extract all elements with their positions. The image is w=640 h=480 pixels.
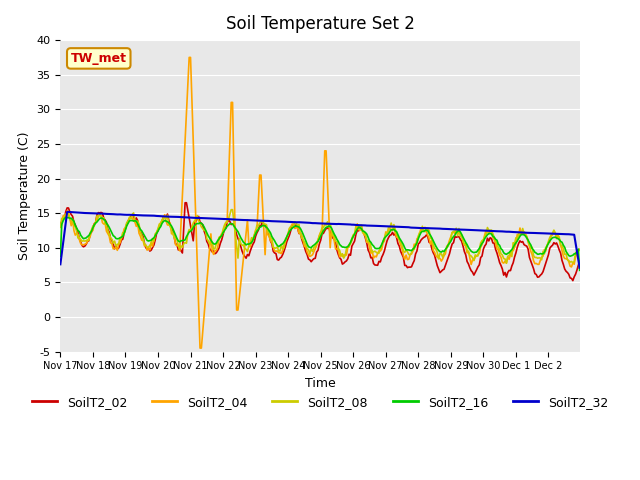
SoilT2_16: [56, 253, 64, 259]
SoilT2_16: [428, 235, 436, 241]
SoilT2_02: [506, 267, 513, 273]
SoilT2_04: [507, 252, 515, 258]
Title: Soil Temperature Set 2: Soil Temperature Set 2: [225, 15, 415, 33]
SoilT2_08: [227, 207, 235, 213]
Legend: SoilT2_02, SoilT2_04, SoilT2_08, SoilT2_16, SoilT2_32: SoilT2_02, SoilT2_04, SoilT2_08, SoilT2_…: [27, 391, 613, 414]
SoilT2_02: [74, 230, 82, 236]
SoilT2_08: [56, 224, 64, 230]
SoilT2_16: [62, 215, 70, 220]
SoilT2_08: [428, 236, 436, 241]
SoilT2_02: [56, 222, 64, 228]
SoilT2_32: [573, 248, 580, 254]
Text: TW_met: TW_met: [71, 52, 127, 65]
SoilT2_16: [576, 267, 584, 273]
SoilT2_02: [181, 200, 189, 205]
SoilT2_04: [576, 246, 584, 252]
SoilT2_16: [506, 250, 513, 255]
SoilT2_02: [569, 278, 577, 284]
SoilT2_16: [573, 249, 580, 254]
SoilT2_08: [576, 247, 584, 253]
SoilT2_02: [90, 221, 98, 227]
SoilT2_08: [575, 248, 582, 254]
SoilT2_32: [428, 226, 436, 231]
SoilT2_08: [502, 260, 510, 266]
SoilT2_04: [196, 345, 204, 351]
SoilT2_02: [325, 225, 333, 230]
SoilT2_04: [74, 231, 82, 237]
SoilT2_04: [429, 248, 437, 253]
Line: SoilT2_16: SoilT2_16: [60, 217, 580, 270]
SoilT2_32: [576, 265, 584, 271]
SoilT2_32: [63, 209, 71, 215]
SoilT2_04: [56, 224, 64, 230]
Line: SoilT2_04: SoilT2_04: [60, 58, 580, 348]
SoilT2_32: [76, 210, 83, 216]
SoilT2_32: [56, 262, 64, 267]
SoilT2_04: [90, 221, 98, 227]
SoilT2_32: [92, 211, 99, 216]
X-axis label: Time: Time: [305, 377, 335, 390]
Y-axis label: Soil Temperature (C): Soil Temperature (C): [18, 132, 31, 260]
SoilT2_16: [76, 229, 83, 235]
SoilT2_02: [576, 258, 584, 264]
SoilT2_32: [506, 229, 513, 235]
SoilT2_08: [507, 249, 515, 254]
SoilT2_08: [90, 223, 98, 229]
SoilT2_04: [326, 245, 334, 251]
Line: SoilT2_08: SoilT2_08: [60, 210, 580, 263]
SoilT2_16: [92, 220, 99, 226]
SoilT2_04: [186, 55, 193, 60]
SoilT2_32: [325, 221, 333, 227]
SoilT2_08: [74, 235, 82, 241]
SoilT2_16: [325, 223, 333, 229]
SoilT2_04: [575, 248, 582, 253]
Line: SoilT2_32: SoilT2_32: [60, 212, 580, 268]
SoilT2_02: [428, 246, 436, 252]
SoilT2_02: [575, 263, 582, 268]
Line: SoilT2_02: SoilT2_02: [60, 203, 580, 281]
SoilT2_08: [325, 224, 333, 230]
